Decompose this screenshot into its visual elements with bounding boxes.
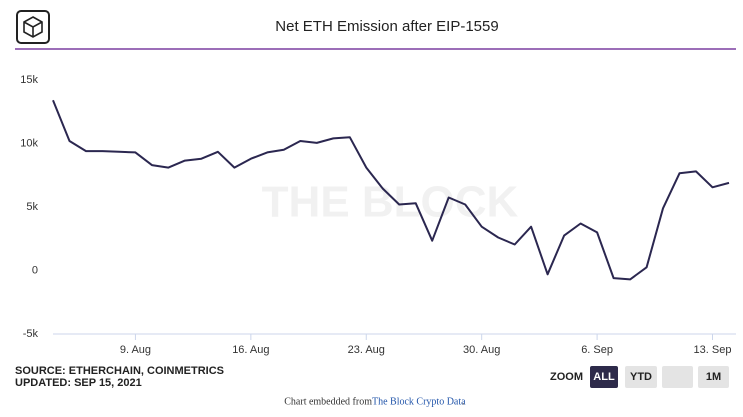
x-tick-label: 13. Sep xyxy=(694,344,732,356)
y-tick-label: 15k xyxy=(20,74,38,86)
zoom-button-blank[interactable] xyxy=(662,366,693,388)
watermark: THE BLOCK xyxy=(262,178,519,227)
zoom-button-label[interactable]: 1M xyxy=(706,371,721,383)
x-tick-label: 23. Aug xyxy=(348,344,385,356)
zoom-button-label[interactable]: YTD xyxy=(630,371,652,383)
zoom-button[interactable] xyxy=(625,366,657,388)
source: SOURCE: ETHERCHAIN, COINMETRICS xyxy=(15,365,224,377)
x-tick-label: 30. Aug xyxy=(463,344,500,356)
chart-title: Net ETH Emission after EIP-1559 xyxy=(275,18,498,35)
x-tick-label: 9. Aug xyxy=(120,344,151,356)
zoom-label: ZOOM xyxy=(550,371,583,383)
zoom-button-label[interactable]: ALL xyxy=(593,371,615,383)
line-series xyxy=(52,99,730,281)
footer-link[interactable]: The Block Crypto Data xyxy=(372,396,466,407)
y-tick-label: 0 xyxy=(32,264,38,276)
x-tick-label: 16. Aug xyxy=(232,344,269,356)
x-tick-label: 6. Sep xyxy=(581,344,613,356)
y-tick-label: -5k xyxy=(23,328,39,340)
footer-end: . xyxy=(462,396,465,407)
zoom-button[interactable] xyxy=(590,366,618,388)
footer-text: Chart embedded from xyxy=(284,396,372,407)
y-tick-label: 5k xyxy=(26,201,38,213)
zoom-button[interactable] xyxy=(698,366,729,388)
y-tick-label: 10k xyxy=(20,137,38,149)
logo xyxy=(16,10,50,44)
updated: UPDATED: SEP 15, 2021 xyxy=(15,377,142,389)
